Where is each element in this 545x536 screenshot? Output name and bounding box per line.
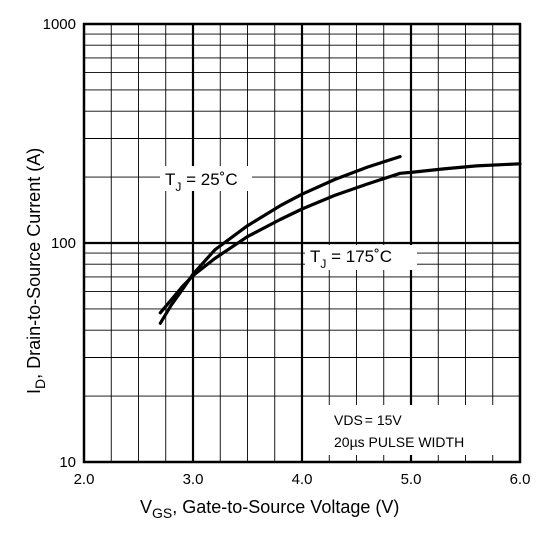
series-label-25c: TJ = 25˚C bbox=[165, 170, 238, 194]
y-axis-title: ID, Drain-to-Source Current (A) bbox=[24, 148, 48, 394]
x-tick-label: 6.0 bbox=[510, 471, 531, 488]
x-tick-label: 4.0 bbox=[292, 471, 313, 488]
series-label-175c-bg bbox=[305, 245, 417, 270]
series-label-175c: TJ = 175˚C bbox=[310, 247, 392, 271]
conditions-vds: VDS = 15V bbox=[334, 412, 402, 428]
conditions-pulse-width: 20µs PULSE WIDTH bbox=[334, 434, 464, 450]
x-axis-title: VGS, Gate-to-Source Voltage (V) bbox=[140, 497, 399, 521]
series-line-25c bbox=[158, 155, 402, 325]
tick-labels: 2.0 3.0 4.0 5.0 6.0 10 100 1000 bbox=[43, 16, 531, 488]
grid bbox=[84, 24, 520, 462]
x-tick-label: 5.0 bbox=[401, 471, 422, 488]
y-tick-label: 1000 bbox=[43, 16, 76, 33]
y-tick-label: 100 bbox=[51, 235, 76, 252]
x-tick-label: 3.0 bbox=[183, 471, 204, 488]
conditions-bg bbox=[328, 405, 508, 455]
x-tick-label: 2.0 bbox=[74, 471, 95, 488]
plot-frame bbox=[82, 22, 522, 464]
curves bbox=[158, 155, 522, 325]
series-line-175c bbox=[158, 162, 522, 315]
y-tick-label: 10 bbox=[59, 454, 76, 471]
series-label-25c-bg bbox=[160, 166, 252, 191]
